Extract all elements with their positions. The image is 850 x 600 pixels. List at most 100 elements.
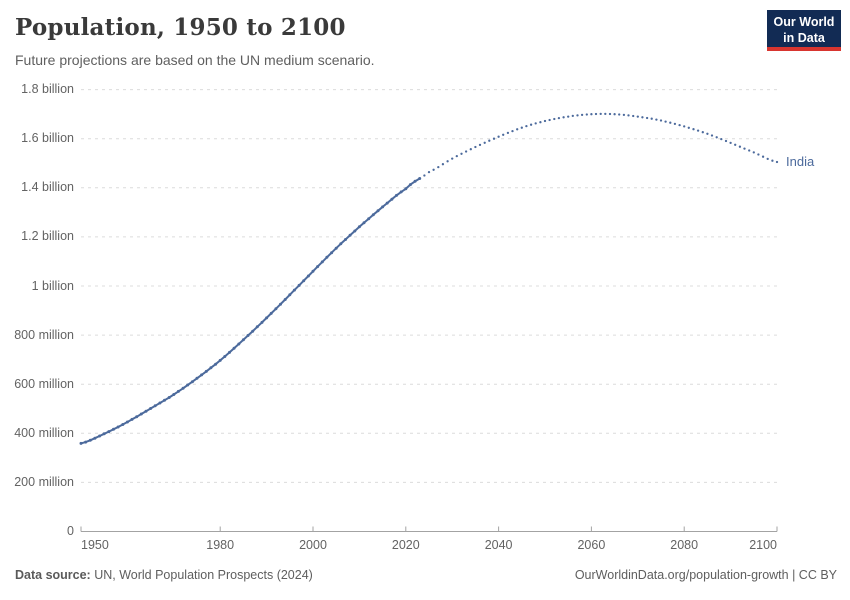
historical-dot xyxy=(112,427,115,431)
historical-dot xyxy=(288,293,292,297)
projection-dot xyxy=(474,145,477,149)
x-tick-label: 2020 xyxy=(391,538,420,552)
data-source: Data source: UN, World Population Prospe… xyxy=(15,568,313,582)
historical-dot xyxy=(279,302,282,306)
projection-dot xyxy=(608,112,612,116)
historical-dot xyxy=(79,441,83,445)
x-tick-label: 2000 xyxy=(299,538,327,552)
historical-dot xyxy=(302,279,306,283)
historical-dot xyxy=(125,420,129,424)
projection-dot xyxy=(701,131,704,134)
historical-dot xyxy=(149,407,153,410)
projection-dot xyxy=(451,157,454,160)
historical-dot xyxy=(371,213,375,217)
projection-dot xyxy=(427,170,431,174)
historical-dot xyxy=(404,187,408,191)
projection-dot xyxy=(539,121,542,124)
historical-dot xyxy=(144,409,148,413)
footer-link[interactable]: OurWorldinData.org/population-growth | C… xyxy=(574,568,837,582)
historical-dot xyxy=(186,383,190,387)
y-tick-label: 200 million xyxy=(14,474,74,489)
projection-dot xyxy=(659,119,663,122)
projection-dot xyxy=(669,121,672,124)
projection-dot xyxy=(478,143,482,147)
historical-dot xyxy=(292,288,296,292)
historical-dot xyxy=(135,415,139,419)
historical-dot xyxy=(316,265,320,269)
projection-dot xyxy=(599,112,602,116)
projection-dot xyxy=(622,113,626,117)
y-tick-label: 600 million xyxy=(14,376,74,391)
projection-dot xyxy=(724,139,728,143)
projection-dot xyxy=(497,135,500,138)
owid-logo[interactable]: Our World in Data xyxy=(767,10,841,51)
projection-dot xyxy=(534,122,537,125)
y-tick-label: 1 billion xyxy=(31,278,74,293)
projection-dot xyxy=(655,118,658,121)
projection-dot xyxy=(757,153,760,156)
projection-dot xyxy=(771,159,774,162)
historical-dot xyxy=(102,432,106,436)
historical-dot xyxy=(381,205,385,209)
projection-dot xyxy=(576,114,579,117)
historical-dot xyxy=(88,438,92,442)
projection-dot xyxy=(432,168,435,171)
projection-dot xyxy=(618,113,621,116)
projection-dot xyxy=(423,174,426,177)
projection-dot xyxy=(483,141,486,144)
historical-dot xyxy=(107,430,111,434)
x-tick-label: 1950 xyxy=(81,538,109,552)
historical-dot xyxy=(241,338,245,342)
projection-dot xyxy=(673,122,677,126)
data-source-label: Data source: xyxy=(15,568,91,582)
projection-dot xyxy=(775,160,779,164)
historical-dot xyxy=(344,238,347,241)
projection-dot xyxy=(613,113,616,116)
series-label-india[interactable]: India xyxy=(786,154,815,170)
projection-dot xyxy=(752,151,755,154)
projection-dot xyxy=(460,152,463,155)
projection-dot xyxy=(627,114,630,117)
projection-dot xyxy=(585,113,588,116)
historical-dot xyxy=(228,350,231,354)
historical-dot xyxy=(399,190,403,194)
projection-dot xyxy=(632,114,635,118)
projection-dot xyxy=(729,141,732,145)
projection-dot xyxy=(511,129,514,133)
projection-dot xyxy=(469,148,472,151)
projection-dot xyxy=(636,115,639,118)
historical-dot xyxy=(246,334,250,337)
historical-dot xyxy=(348,233,352,237)
y-tick-label: 1.2 billion xyxy=(21,229,74,244)
historical-dot xyxy=(130,417,134,421)
y-tick-label: 1.4 billion xyxy=(21,180,74,195)
historical-dot xyxy=(297,283,301,287)
historical-dot xyxy=(274,307,278,311)
historical-dot xyxy=(204,369,208,373)
projection-dot xyxy=(761,155,765,158)
projection-dot xyxy=(604,112,607,116)
projection-dot xyxy=(645,116,649,120)
historical-dot xyxy=(223,355,227,358)
projection-dot xyxy=(437,165,440,169)
historical-dot xyxy=(93,436,97,440)
projection-dot xyxy=(567,115,570,118)
historical-dot xyxy=(167,396,171,399)
projection-dot xyxy=(446,160,449,163)
projection-dot xyxy=(580,113,584,117)
projection-dot xyxy=(520,126,523,129)
historical-dot xyxy=(334,246,338,250)
projection-dot xyxy=(710,134,714,137)
page-title: Population, 1950 to 2100 xyxy=(15,14,346,41)
projection-dot xyxy=(696,129,700,132)
historical-dot xyxy=(311,269,315,273)
projection-dot xyxy=(748,149,751,152)
projection-dot xyxy=(650,117,653,120)
historical-dot xyxy=(84,440,88,444)
historical-dot xyxy=(163,398,166,402)
historical-dot xyxy=(232,346,236,350)
historical-dot xyxy=(353,229,357,233)
projection-dot xyxy=(571,114,574,118)
